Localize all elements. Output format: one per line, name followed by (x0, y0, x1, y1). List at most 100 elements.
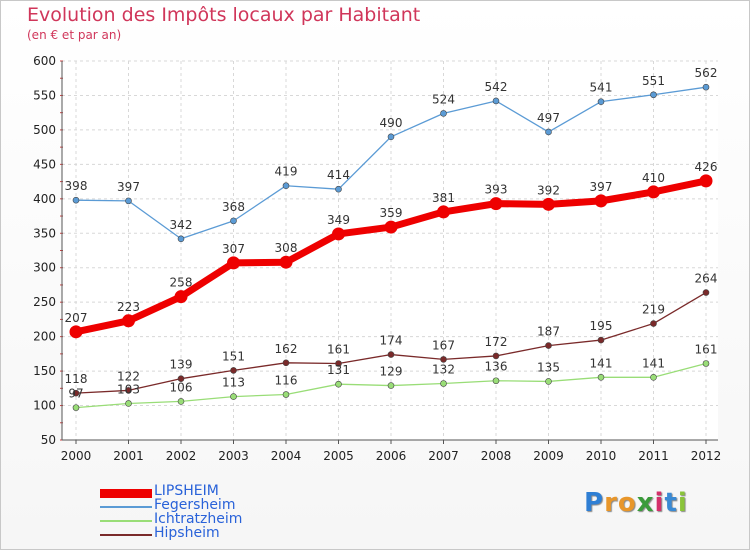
y-tick-label: 400 (33, 192, 56, 206)
data-point (545, 378, 552, 385)
data-label: 129 (380, 365, 403, 379)
y-tick-label: 300 (33, 261, 56, 275)
legend-swatch (100, 506, 152, 508)
legend-label: Ichtratzheim (154, 511, 243, 527)
data-label: 106 (170, 380, 193, 394)
data-point (282, 182, 290, 190)
data-point (440, 110, 447, 117)
data-point (177, 235, 185, 243)
series (69, 83, 713, 411)
data-label: 187 (537, 325, 560, 339)
data-point (594, 194, 608, 208)
data-label: 135 (537, 360, 560, 374)
data-label: 426 (695, 160, 718, 174)
data-label: 223 (117, 300, 140, 314)
y-tick-label: 450 (33, 157, 56, 171)
data-label: 132 (432, 362, 455, 376)
x-tick-label: 2009 (533, 449, 564, 463)
data-label: 551 (642, 74, 665, 88)
data-point (597, 98, 605, 105)
data-point (650, 320, 657, 327)
data-point (335, 185, 342, 193)
y-tick-label: 600 (33, 54, 56, 68)
data-point (597, 373, 605, 381)
data-point (492, 352, 500, 360)
y-tick-label: 150 (33, 364, 56, 378)
x-tick-label: 2002 (166, 449, 197, 463)
chart-title: Evolution des Impôts locaux par Habitant (27, 4, 421, 26)
data-label: 122 (117, 369, 140, 383)
data-label: 97 (68, 387, 83, 401)
y-tick-label: 350 (33, 226, 56, 240)
data-point (440, 380, 447, 387)
data-label: 118 (65, 372, 88, 386)
data-label: 419 (275, 165, 298, 179)
data-label: 174 (380, 334, 403, 348)
data-label: 397 (590, 180, 613, 194)
legend-label: Fegersheim (154, 497, 236, 513)
data-label: 398 (65, 179, 88, 193)
data-label: 139 (170, 358, 193, 372)
data-point (125, 387, 132, 394)
data-point (125, 197, 132, 205)
logo-letter: r (604, 488, 618, 518)
data-label: 219 (642, 303, 665, 317)
data-label: 342 (170, 218, 193, 232)
data-label: 410 (642, 171, 665, 185)
data-point (440, 356, 447, 363)
x-tick-label: 2001 (113, 449, 144, 463)
data-point (72, 389, 80, 397)
data-point (545, 128, 552, 136)
data-label: 542 (485, 80, 508, 94)
data-label: 490 (380, 116, 403, 130)
data-point (69, 325, 83, 339)
x-tick-label: 2006 (376, 449, 407, 463)
data-label: 162 (275, 342, 298, 356)
data-point (699, 174, 713, 188)
legend-swatch (100, 520, 152, 522)
data-labels: 207 223 258 307 308 349 359 381 393 392 397 410 426 3… (65, 66, 718, 400)
data-label: 151 (222, 349, 245, 363)
data-point (650, 373, 657, 381)
data-point (492, 377, 500, 385)
x-tick-label: 2011 (638, 449, 669, 463)
data-point (174, 290, 188, 304)
data-point (230, 367, 237, 374)
logo-letter: t (664, 488, 678, 518)
data-point (177, 398, 185, 405)
logo-letter: P (584, 488, 605, 518)
data-point (437, 205, 450, 219)
data-label: 113 (222, 376, 245, 390)
chart-subtitle: (en € et par an) (27, 28, 122, 42)
data-label: 136 (485, 360, 508, 374)
x-tick-label: 2000 (61, 449, 92, 463)
data-label: 167 (432, 338, 455, 352)
x-tick-label: 2003 (218, 449, 249, 463)
x-tick-label: 2007 (428, 449, 459, 463)
data-label: 381 (432, 191, 455, 205)
data-label: 141 (590, 356, 613, 370)
data-point (387, 351, 395, 358)
data-point (72, 196, 80, 204)
data-point (282, 359, 290, 367)
legend-label: LIPSHEIM (154, 483, 219, 499)
y-tick-label: 550 (33, 88, 56, 102)
data-label: 359 (380, 206, 403, 220)
x-tick-label: 2005 (323, 449, 354, 463)
data-label: 393 (485, 183, 508, 197)
x-tick-label: 2004 (271, 449, 302, 463)
data-label: 161 (695, 343, 718, 357)
data-label: 497 (537, 111, 560, 125)
legend-swatch (100, 489, 152, 498)
data-point (227, 256, 240, 270)
data-label: 172 (485, 335, 508, 349)
x-tick-label: 2010 (586, 449, 617, 463)
data-label: 414 (327, 168, 350, 182)
data-point (545, 342, 552, 349)
data-label: 368 (222, 200, 245, 214)
data-point (650, 91, 657, 99)
data-label: 562 (695, 66, 718, 80)
data-point (335, 360, 342, 367)
logo-letter: x (636, 488, 655, 518)
